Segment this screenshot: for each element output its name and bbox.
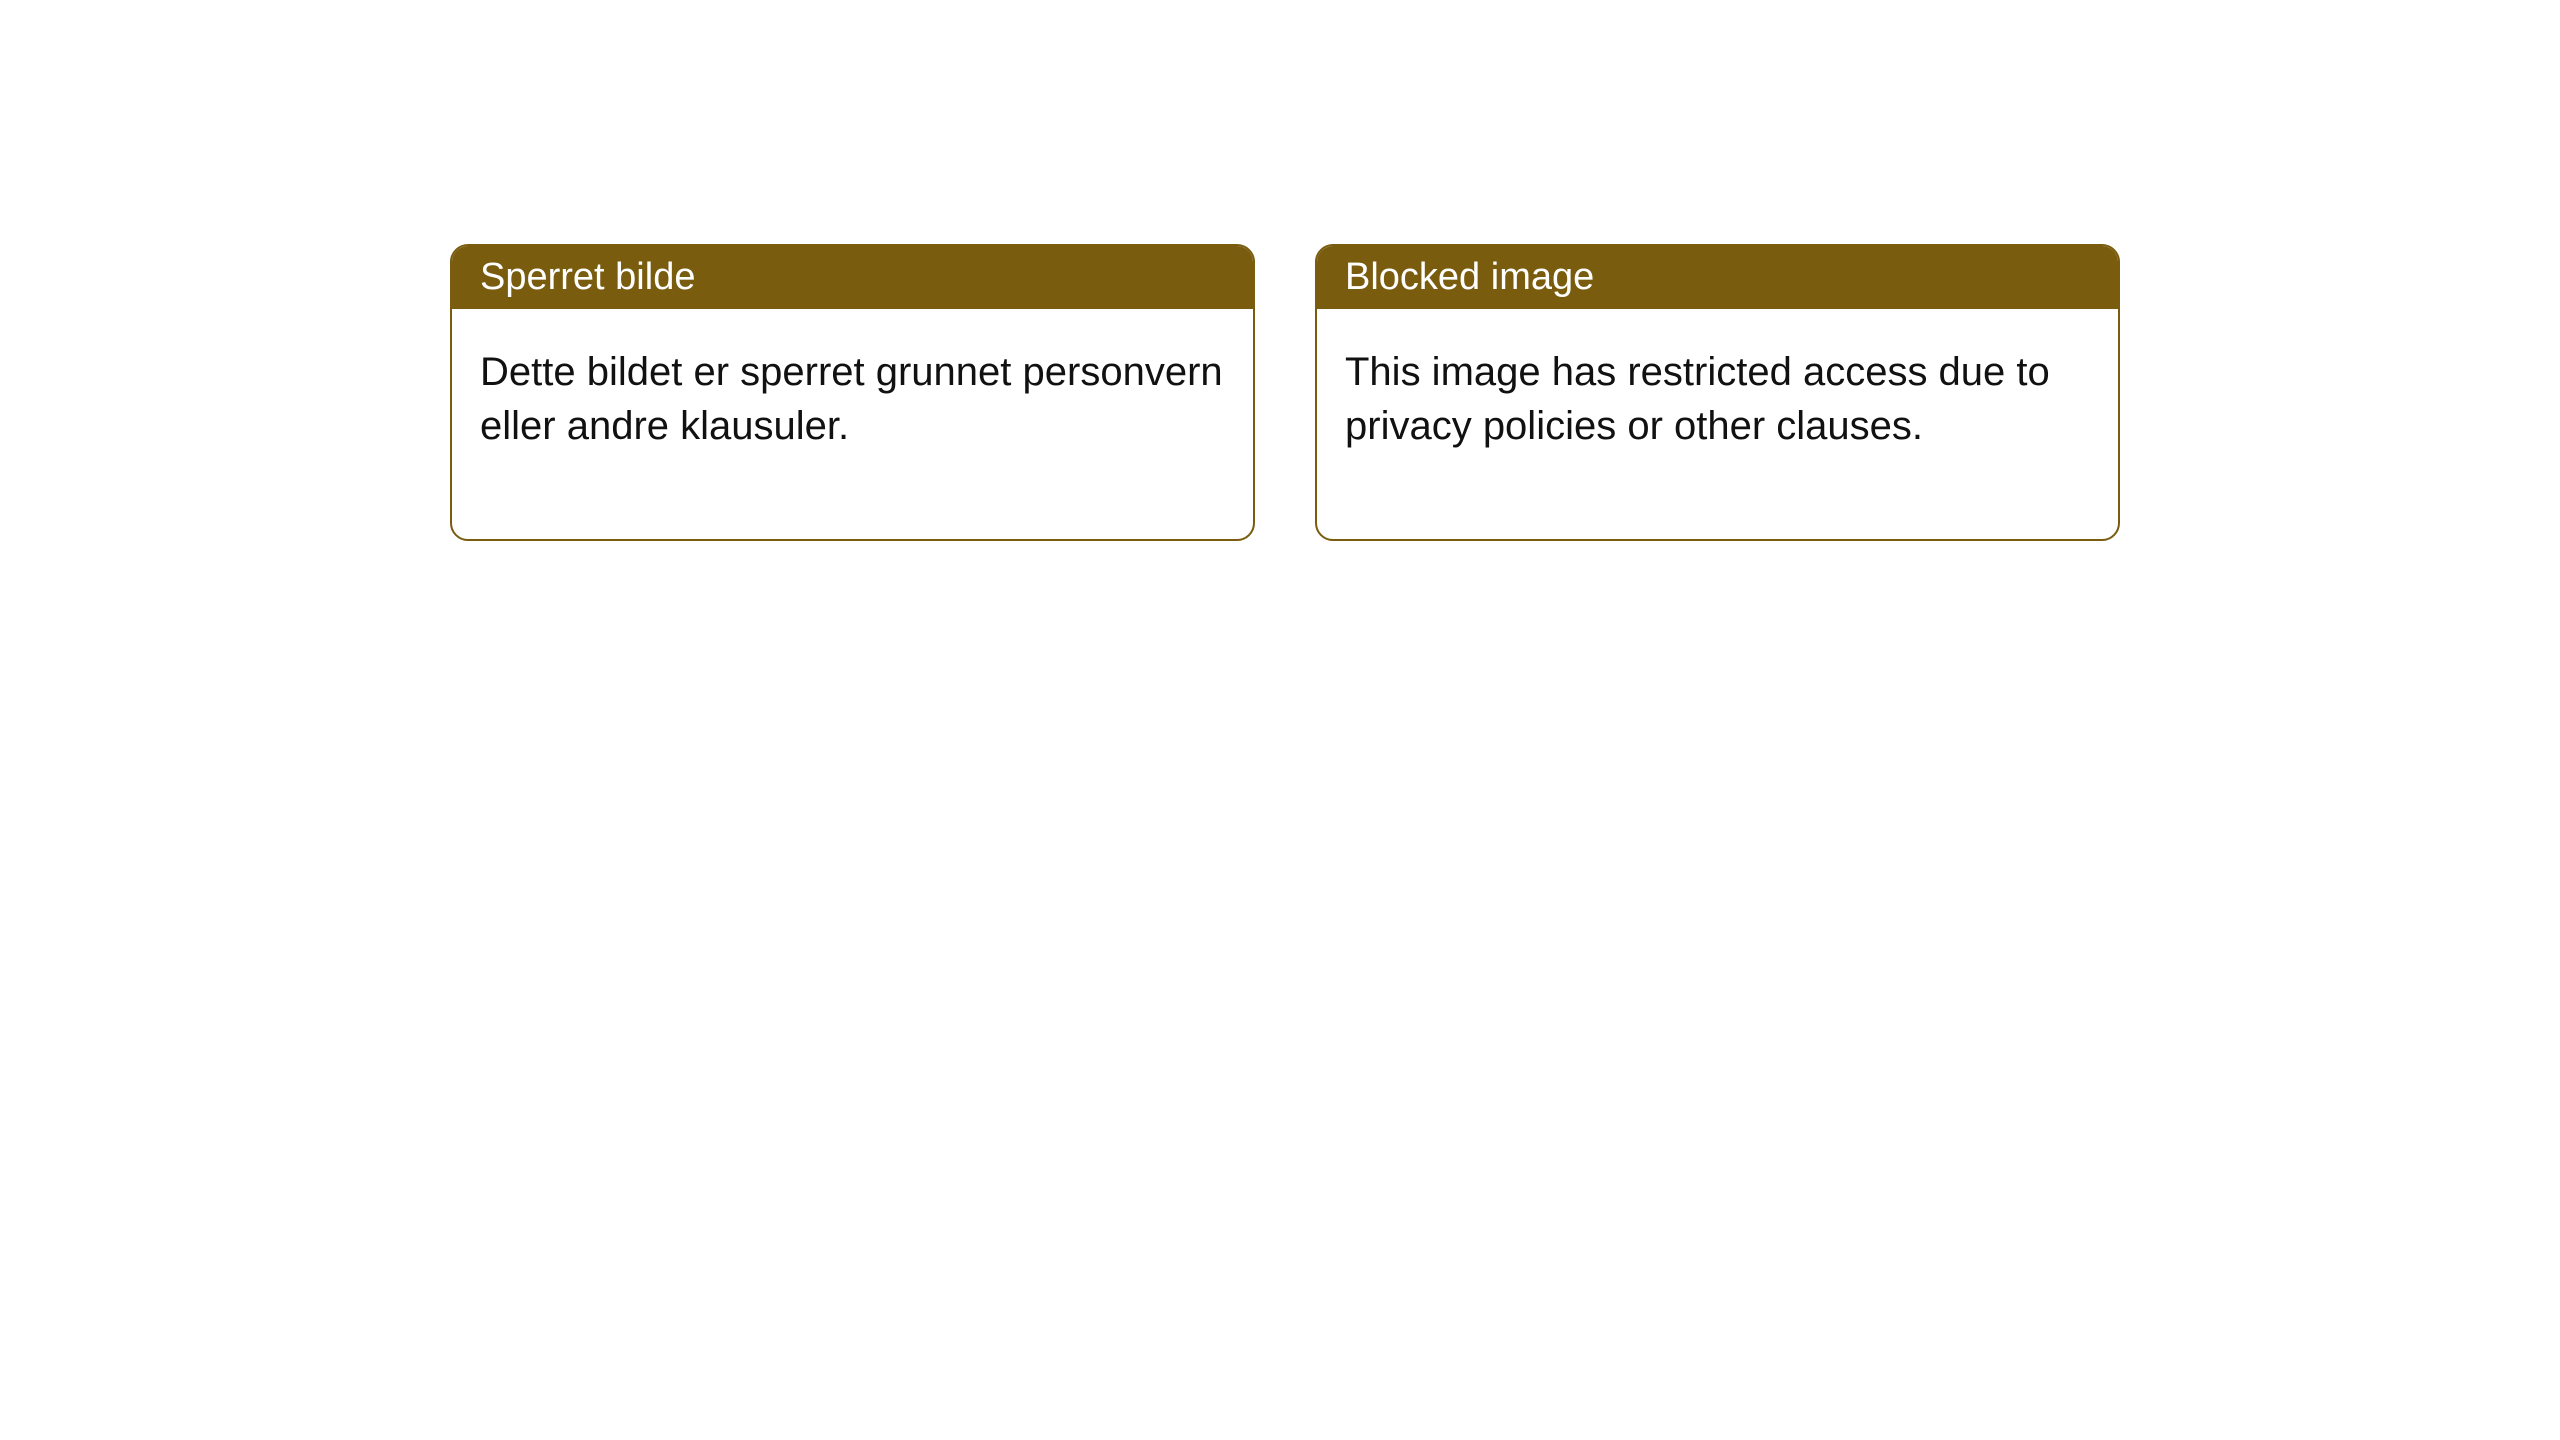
notice-container: Sperret bilde Dette bildet er sperret gr… — [0, 0, 2560, 541]
notice-title-english: Blocked image — [1317, 246, 2118, 309]
notice-card-norwegian: Sperret bilde Dette bildet er sperret gr… — [450, 244, 1255, 541]
notice-card-english: Blocked image This image has restricted … — [1315, 244, 2120, 541]
notice-title-norwegian: Sperret bilde — [452, 246, 1253, 309]
notice-body-norwegian: Dette bildet er sperret grunnet personve… — [452, 309, 1253, 539]
notice-body-english: This image has restricted access due to … — [1317, 309, 2118, 539]
